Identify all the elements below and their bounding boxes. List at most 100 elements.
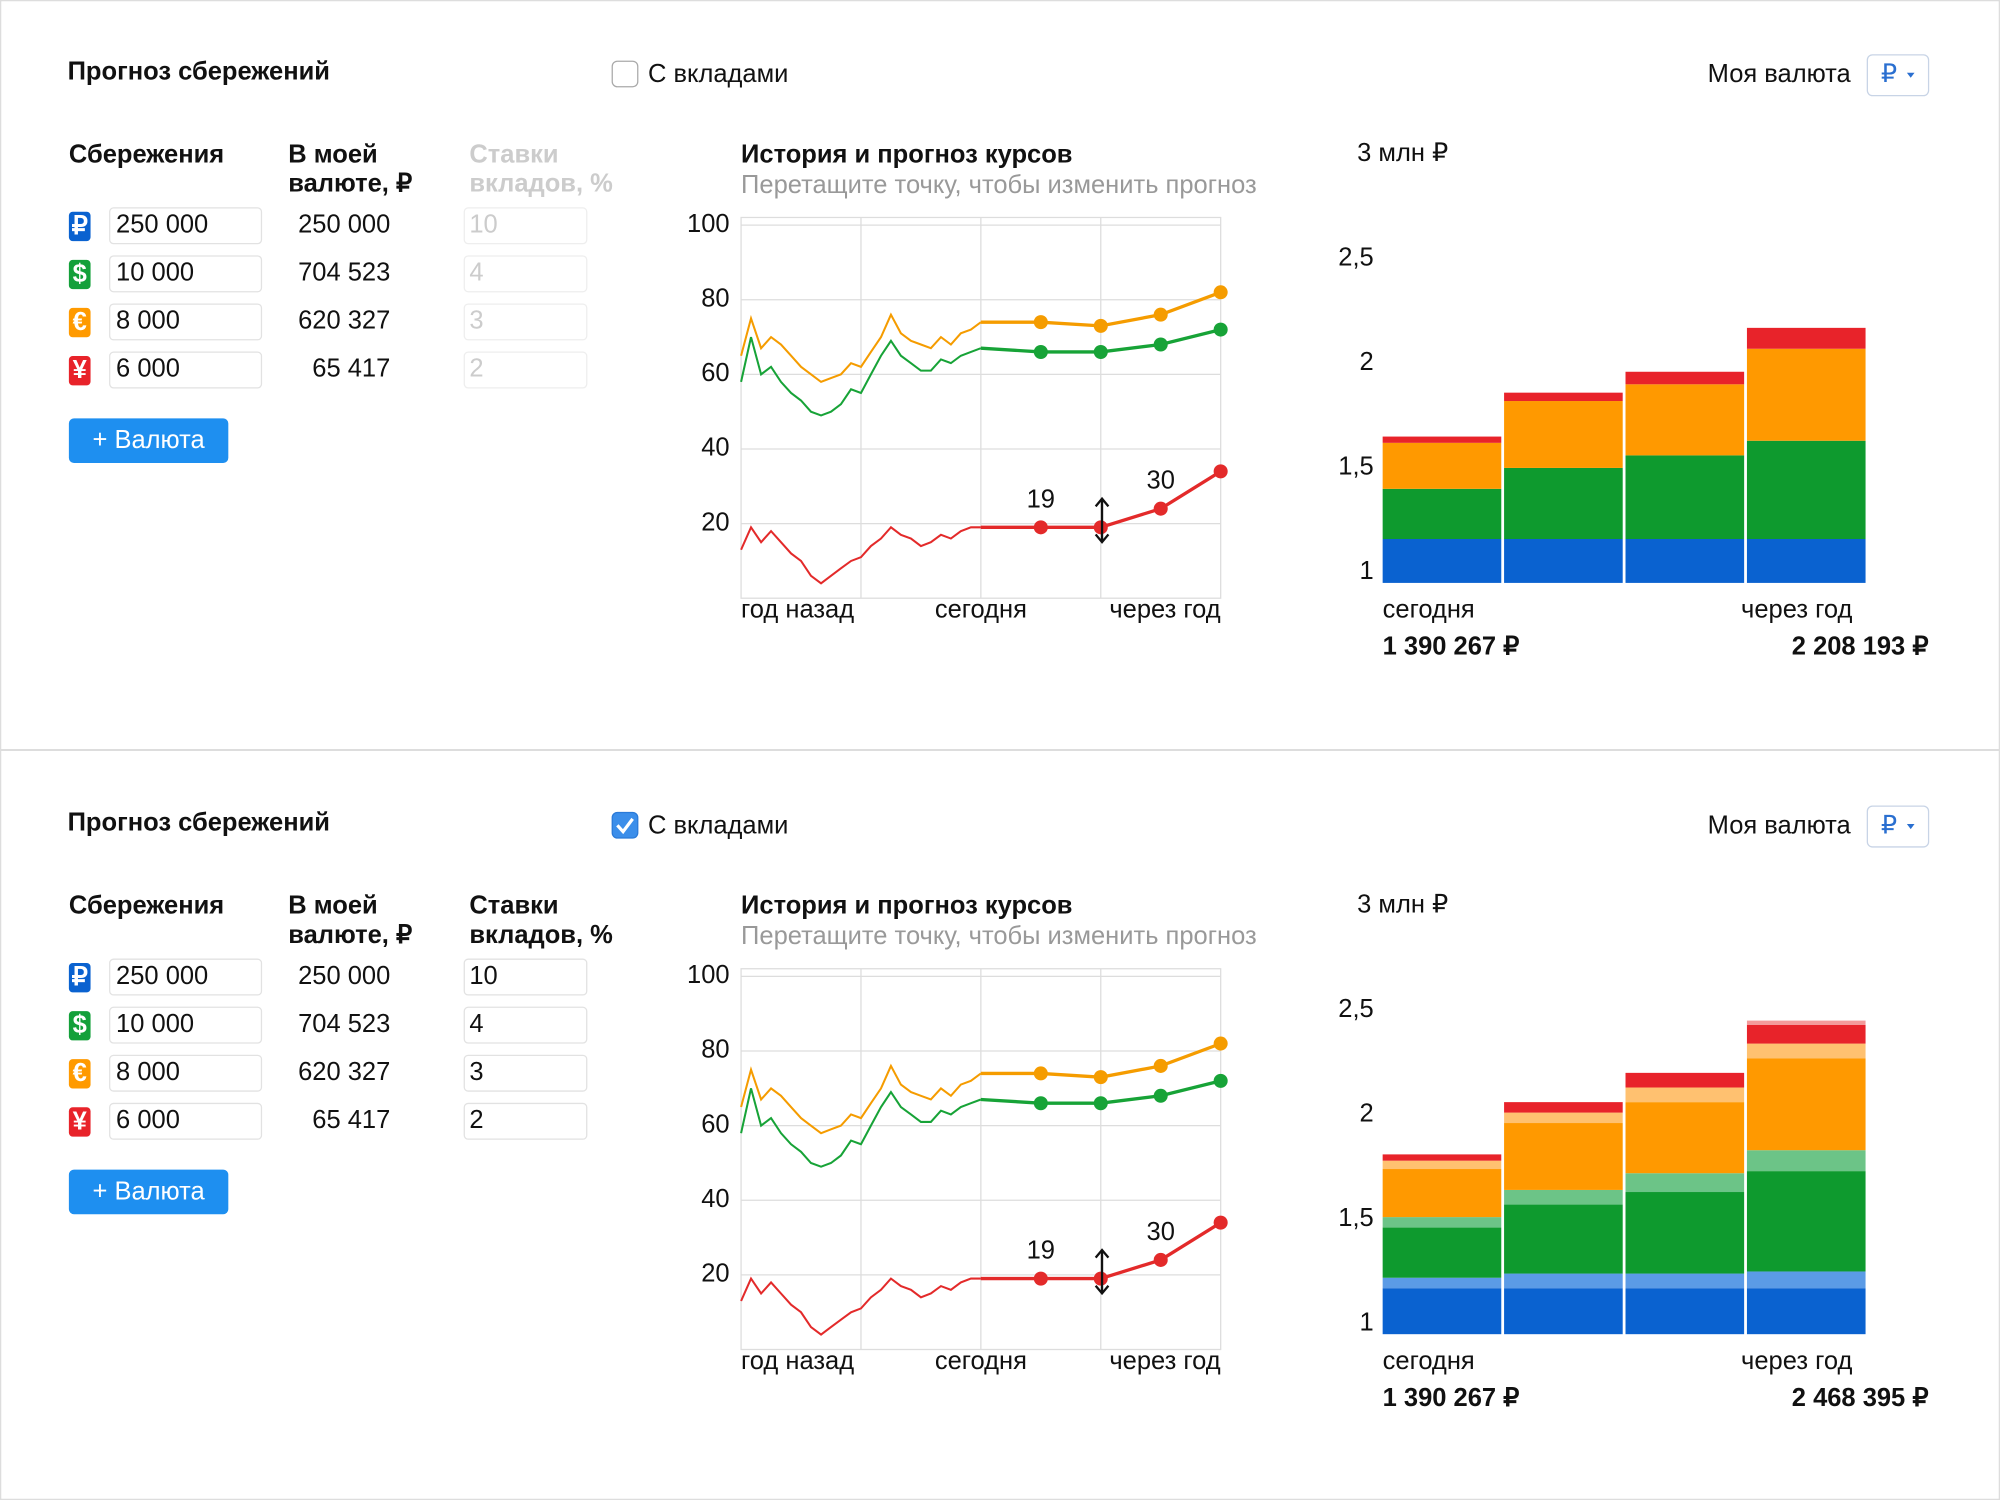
forecast-point[interactable] bbox=[1033, 315, 1048, 330]
column-header: Сбережения bbox=[69, 140, 224, 168]
rate-input[interactable] bbox=[463, 1054, 588, 1092]
forecast-point[interactable] bbox=[1093, 344, 1108, 359]
converted-value: 620 327 bbox=[298, 1058, 390, 1086]
forecast-point[interactable] bbox=[1033, 520, 1048, 535]
rate-input[interactable] bbox=[463, 1006, 588, 1044]
forecast-point[interactable] bbox=[1213, 1215, 1228, 1230]
button-label: + Валюта bbox=[93, 426, 206, 454]
bar-segment bbox=[1746, 1020, 1866, 1025]
bar-segment bbox=[1504, 539, 1623, 583]
column-header: Сбережения bbox=[69, 892, 224, 920]
forecast-point[interactable] bbox=[1033, 1096, 1048, 1111]
forecast-point[interactable] bbox=[1093, 1070, 1108, 1085]
total-year: 2 468 395 ₽ bbox=[1792, 1384, 1930, 1412]
y-tick-label: 1,5 bbox=[1338, 1204, 1373, 1232]
forecast-point[interactable] bbox=[1093, 1096, 1108, 1111]
bar-segment bbox=[1504, 467, 1623, 540]
bar-segment bbox=[1382, 1154, 1502, 1161]
rate-input[interactable] bbox=[463, 1102, 588, 1140]
forecast-point[interactable] bbox=[1153, 1058, 1168, 1073]
bar-segment bbox=[1382, 1217, 1502, 1228]
total-today: 1 390 267 ₽ bbox=[1383, 633, 1521, 661]
bar-segment bbox=[1382, 1288, 1502, 1335]
currency-icon bbox=[68, 355, 91, 386]
select-arrow bbox=[1906, 72, 1915, 78]
currency-icon bbox=[68, 963, 91, 993]
column-header: Ставки bbox=[469, 892, 558, 920]
x-tick-label: через год bbox=[1741, 596, 1852, 624]
bar-segment bbox=[1746, 1043, 1866, 1059]
select-value: ₽ bbox=[1881, 811, 1897, 839]
deposits-checkbox[interactable] bbox=[611, 60, 639, 88]
forecast-point[interactable] bbox=[1153, 307, 1168, 322]
add-currency-button[interactable]: + Валюта bbox=[68, 418, 229, 464]
column-header: В моей bbox=[288, 140, 377, 168]
button-bg bbox=[68, 418, 229, 464]
amount-value: 250 000 bbox=[116, 962, 208, 990]
bar-segment bbox=[1382, 1227, 1502, 1278]
forecast-point[interactable] bbox=[1153, 1088, 1168, 1103]
add-currency-button[interactable]: + Валюта bbox=[68, 1169, 229, 1215]
amount-input[interactable] bbox=[109, 1102, 263, 1140]
amount-input[interactable] bbox=[109, 958, 263, 996]
forecast-point[interactable] bbox=[1033, 1066, 1048, 1081]
forecast-point[interactable] bbox=[1093, 520, 1108, 535]
bar-segment bbox=[1746, 440, 1866, 540]
forecast-point[interactable] bbox=[1213, 464, 1228, 479]
bar-segment bbox=[1625, 1102, 1745, 1174]
bar-segment bbox=[1746, 1058, 1866, 1151]
amount-input[interactable] bbox=[109, 1054, 263, 1092]
x-tick-label: через год bbox=[1109, 596, 1220, 624]
amount-input[interactable] bbox=[109, 1006, 263, 1044]
forecast-point[interactable] bbox=[1033, 344, 1048, 359]
amount-value: 8 000 bbox=[116, 307, 180, 335]
amount-input[interactable] bbox=[109, 207, 263, 245]
bar-segment bbox=[1382, 442, 1502, 489]
converted-value: 250 000 bbox=[298, 210, 390, 238]
forecast-point[interactable] bbox=[1093, 1271, 1108, 1286]
rate-value: 10 bbox=[469, 962, 497, 990]
currency-label: Моя валюта bbox=[1708, 811, 1852, 839]
forecast-point[interactable] bbox=[1093, 318, 1108, 333]
y-tick-label: 40 bbox=[701, 1185, 729, 1213]
forecast-point[interactable] bbox=[1213, 1073, 1228, 1088]
select-arrow bbox=[1906, 823, 1915, 830]
column-header: валюте, ₽ bbox=[288, 921, 413, 949]
bar-segment bbox=[1625, 1173, 1745, 1193]
forecast-point[interactable] bbox=[1213, 1036, 1228, 1051]
amount-input[interactable] bbox=[109, 303, 263, 341]
currency-symbol: € bbox=[73, 308, 87, 336]
amount-input[interactable] bbox=[109, 351, 263, 389]
x-tick-label: сегодня bbox=[935, 596, 1027, 624]
forecast-point[interactable] bbox=[1033, 1271, 1048, 1286]
rate-input bbox=[463, 255, 588, 293]
history-line bbox=[740, 312, 982, 384]
history-line bbox=[740, 1088, 982, 1168]
currency-icon bbox=[68, 211, 91, 242]
y-tick-label: 60 bbox=[701, 1110, 729, 1138]
converted-value: 65 417 bbox=[312, 1106, 390, 1134]
forecast-point[interactable] bbox=[1213, 285, 1228, 300]
bar-segment bbox=[1382, 1160, 1502, 1170]
rate-value: 2 bbox=[469, 1106, 483, 1134]
currency-select[interactable]: ₽ bbox=[1866, 54, 1930, 97]
history-line bbox=[740, 1063, 982, 1135]
currency-symbol: ₽ bbox=[72, 963, 89, 991]
column-header: В моей bbox=[288, 892, 377, 920]
currency-select[interactable]: ₽ bbox=[1866, 805, 1930, 848]
forecast-point[interactable] bbox=[1213, 322, 1228, 337]
currency-symbol: $ bbox=[73, 260, 87, 288]
bar-segment bbox=[1746, 1150, 1866, 1172]
rate-value: 3 bbox=[469, 1058, 483, 1086]
rate-input[interactable] bbox=[463, 958, 588, 996]
bar-segment bbox=[1504, 1189, 1623, 1205]
forecast-label: 30 bbox=[1147, 467, 1175, 495]
forecast-point[interactable] bbox=[1153, 501, 1168, 516]
deposits-checkbox[interactable] bbox=[611, 811, 639, 839]
button-label: + Валюта bbox=[93, 1177, 206, 1205]
y-tick-label: 80 bbox=[701, 1036, 729, 1064]
amount-input[interactable] bbox=[109, 255, 263, 293]
forecast-point[interactable] bbox=[1153, 337, 1168, 352]
rate-input bbox=[463, 207, 588, 245]
forecast-point[interactable] bbox=[1153, 1252, 1168, 1267]
